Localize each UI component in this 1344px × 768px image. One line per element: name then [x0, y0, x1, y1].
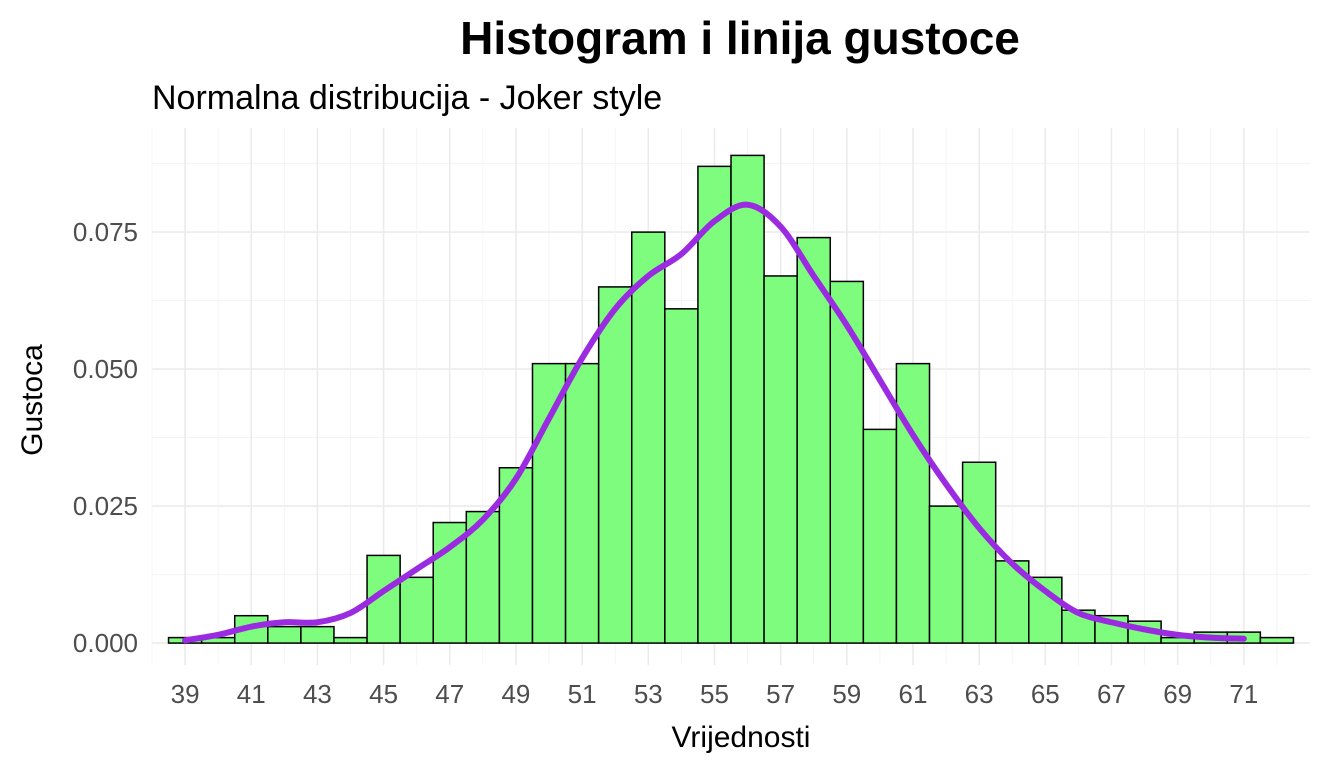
histogram-bar — [664, 308, 699, 644]
density-line — [182, 201, 1247, 644]
x-axis-ticks: 39 41 43 45 47 49 51 53 55 57 59 61 63 65 67 69 71 — [171, 679, 1259, 709]
y-tick-label: 0.025 — [73, 491, 138, 521]
histogram-bar — [763, 275, 798, 644]
x-tick-label: 49 — [501, 679, 530, 709]
histogram-bar — [267, 625, 302, 644]
histogram-bar — [796, 236, 832, 644]
x-tick-label: 63 — [965, 679, 994, 709]
histogram-bar — [399, 576, 434, 644]
x-tick-label: 45 — [369, 679, 398, 709]
y-tick-label: 0.050 — [73, 354, 138, 384]
histogram-bar — [630, 231, 666, 644]
histogram-bar — [1028, 576, 1063, 644]
x-tick-label: 55 — [700, 679, 729, 709]
histogram-bar — [961, 461, 997, 644]
y-axis-ticks: 0.000 0.025 0.050 0.075 — [73, 217, 138, 658]
histogram-bar — [895, 362, 931, 644]
x-tick-label: 65 — [1031, 679, 1060, 709]
x-tick-label: 39 — [171, 679, 200, 709]
histogram-bar — [730, 154, 765, 644]
histogram-bar — [1259, 636, 1295, 644]
y-tick-label: 0.075 — [73, 217, 138, 247]
histogram-bar — [697, 165, 732, 644]
chart-subtitle: Normalna distribucija - Joker style — [152, 79, 662, 117]
x-tick-label: 47 — [435, 679, 464, 709]
x-tick-label: 69 — [1163, 679, 1192, 709]
x-tick-label: 53 — [634, 679, 663, 709]
density-line-group — [182, 201, 1247, 644]
x-tick-label: 67 — [1097, 679, 1126, 709]
y-axis-title: Gustoca — [16, 344, 49, 456]
histogram-bar — [829, 280, 865, 644]
histogram-bar — [300, 625, 335, 644]
x-tick-label: 43 — [303, 679, 332, 709]
histogram-bar — [862, 428, 898, 644]
x-tick-label: 61 — [899, 679, 928, 709]
x-tick-label: 71 — [1229, 679, 1258, 709]
histogram-bar — [333, 636, 368, 644]
histogram-bar — [564, 362, 600, 644]
x-tick-label: 57 — [766, 679, 795, 709]
x-tick-label: 51 — [568, 679, 597, 709]
x-axis-title: Vrijednosti — [672, 721, 811, 754]
chart-title: Histogram i linija gustoce — [460, 12, 1020, 64]
histogram-bar — [928, 505, 964, 644]
x-tick-label: 59 — [832, 679, 861, 709]
y-tick-label: 0.000 — [73, 628, 138, 658]
histogram-bars — [167, 154, 1295, 644]
histogram-bar — [531, 362, 567, 644]
x-tick-label: 41 — [237, 679, 266, 709]
histogram-bar — [597, 286, 633, 644]
